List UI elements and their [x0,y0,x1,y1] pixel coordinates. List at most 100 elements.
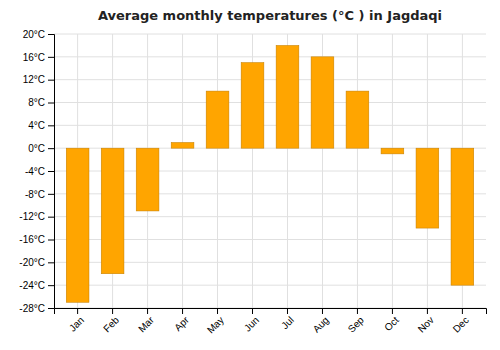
y-tick-mark [48,171,54,172]
x-tick-mark [357,308,358,314]
bar [171,142,194,148]
y-tick: 12°C [23,74,54,85]
y-tick: 0°C [28,143,54,154]
y-tick-mark [48,80,54,81]
x-tick: May [205,308,226,336]
y-tick: -28°C [19,303,54,314]
y-grid-line [54,34,486,35]
x-tick-mark [252,308,253,314]
bar [136,148,159,211]
bar [346,91,369,148]
x-grid-line [217,34,218,308]
x-tick: Jul [279,308,296,331]
y-tick-mark [48,103,54,104]
bar [381,148,404,154]
y-tick: 4°C [28,120,54,131]
x-tick: Apr [172,308,191,333]
bar [101,148,124,274]
x-tick-label: Apr [172,314,191,333]
y-tick-mark [48,148,54,149]
y-tick-mark [48,34,54,35]
y-tick-mark [48,240,54,241]
bar [206,91,229,148]
y-grid-line [54,79,486,80]
y-tick-label: 4°C [28,120,45,131]
x-tick-label: Mar [136,314,156,334]
y-tick-mark [48,217,54,218]
x-grid-line [357,34,358,308]
y-tick: -8°C [25,189,54,200]
bar [66,148,89,302]
x-tick: Jun [242,308,261,334]
y-grid-line [54,56,486,57]
x-tick-label: Jun [242,314,261,333]
x-tick: Jan [67,308,86,334]
x-tick-mark [392,308,393,314]
y-tick-label: -8°C [25,189,45,200]
x-tick-mark [427,308,428,314]
y-tick-label: -28°C [19,303,45,314]
y-tick: 16°C [23,52,54,63]
y-tick-label: 16°C [23,52,45,63]
grid [54,34,486,308]
bar [276,45,299,148]
y-tick-label: -20°C [19,257,45,268]
x-grid-line [182,34,183,308]
bar [416,148,439,228]
y-tick-label: -12°C [19,211,45,222]
chart-container: -28°C -24°C -20°C -16°C -12°C -8°C -4°C 0°C 4°C 8… [0,0,500,350]
x-tick: Aug [311,308,331,335]
bar [451,148,474,285]
x-tick: Oct [382,308,401,333]
y-axis: -28°C -24°C -20°C -16°C -12°C -8°C -4°C 0°C 4°C 8… [19,29,54,314]
x-tick-label: Dec [451,314,471,334]
x-tick-mark [182,308,183,314]
x-tick: Dec [451,308,471,335]
y-tick: 20°C [23,29,54,40]
y-tick-label: 0°C [28,143,45,154]
x-tick-mark [112,308,113,314]
x-tick-label: Sep [346,314,367,335]
y-tick-label: 20°C [23,29,45,40]
y-tick-mark [48,285,54,286]
y-tick: -24°C [19,280,54,291]
x-tick-label: Nov [416,314,436,334]
y-tick-mark [48,57,54,58]
x-tick-mark [462,308,463,314]
y-grid-line [54,285,486,286]
x-tick-mark [147,308,148,314]
x-tick-label: Feb [101,314,121,334]
x-tick-label: Oct [382,314,401,333]
y-tick-mark [48,308,54,309]
x-tick-label: May [205,314,226,335]
x-axis: Jan Feb Mar Apr May Jun Jul Aug Sep Oct Nov Dec [55,308,487,336]
y-tick-mark [48,125,54,126]
x-tick: Sep [346,308,367,335]
bars [66,45,474,302]
x-axis-line [55,309,487,315]
y-tick: -4°C [25,166,54,177]
y-tick-label: 12°C [23,74,45,85]
y-tick: -16°C [19,234,54,245]
y-axis-line [48,35,55,309]
x-tick: Feb [101,308,121,334]
y-tick-label: -4°C [25,166,45,177]
chart-title: Average monthly temperatures (°C ) in Ja… [98,8,442,23]
y-grid-line [54,125,486,126]
x-tick-mark [77,308,78,314]
chart-svg: -28°C -24°C -20°C -16°C -12°C -8°C -4°C 0°C 4°C 8… [0,0,500,350]
x-tick: Nov [416,308,436,335]
bar [311,57,334,148]
x-tick-label: Aug [311,314,331,334]
x-grid-line [392,34,393,308]
x-tick-mark [287,308,288,314]
y-tick: -12°C [19,211,54,222]
y-tick-mark [48,194,54,195]
x-tick-label: Jan [67,314,86,333]
y-tick-label: -16°C [19,234,45,245]
y-grid-line [54,102,486,103]
y-tick: 8°C [28,97,54,108]
x-tick-mark [217,308,218,314]
x-tick: Mar [136,308,156,334]
x-tick-mark [322,308,323,314]
